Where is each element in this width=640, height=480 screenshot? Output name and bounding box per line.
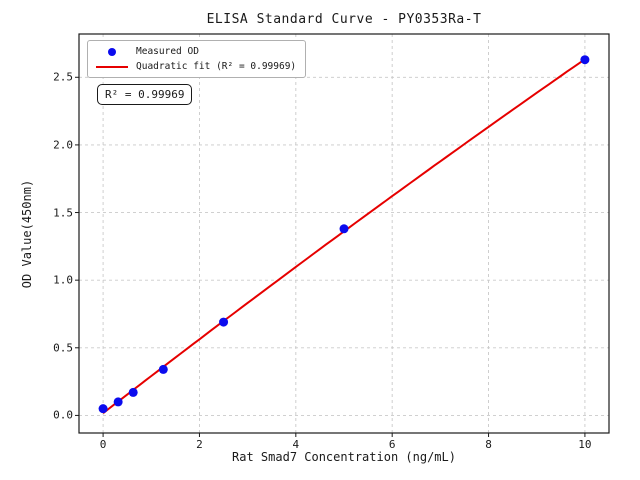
y-tick-label: 1.0 xyxy=(53,273,73,287)
plot-border xyxy=(78,33,610,434)
legend-handle xyxy=(96,65,128,68)
data-point-marker xyxy=(219,317,229,327)
legend-item-measured-od: Measured OD xyxy=(96,46,296,57)
legend-label-quadratic-fit: Quadratic fit (R² = 0.99969) xyxy=(136,61,297,72)
data-point-marker xyxy=(158,364,168,374)
y-tick-label: 2.5 xyxy=(53,70,73,84)
x-axis-label: Rat Smad7 Concentration (ng/mL) xyxy=(232,450,456,464)
x-tick-label: 4 xyxy=(292,438,300,451)
quadratic-fit-line xyxy=(102,58,586,414)
y-tick-label: 1.5 xyxy=(53,206,73,220)
legend-item-quadratic-fit: Quadratic fit (R² = 0.99969) xyxy=(96,61,296,72)
measured-od-marker-icon xyxy=(108,47,116,56)
x-tick-label: 10 xyxy=(578,438,592,451)
legend-handle xyxy=(96,47,128,56)
legend: Measured OD Quadratic fit (R² = 0.99969) xyxy=(87,40,307,78)
x-tick-label: 8 xyxy=(485,438,492,451)
quadratic-fit-marker-icon xyxy=(96,65,128,68)
legend-label-measured-od: Measured OD xyxy=(136,46,199,57)
y-tick-label: 2.0 xyxy=(53,138,73,152)
data-point-marker xyxy=(339,224,349,234)
y-tick-label: 0.0 xyxy=(53,408,73,422)
x-tick-label: 2 xyxy=(196,438,203,451)
data-point-marker xyxy=(580,55,590,65)
r-squared-annotation: R² = 0.99969 xyxy=(97,84,193,105)
data-point-marker xyxy=(113,397,123,407)
data-point-marker xyxy=(128,387,138,397)
y-tick-label: 0.5 xyxy=(53,341,73,355)
data-point-marker xyxy=(98,404,108,414)
chart-title: ELISA Standard Curve - PY0353Ra-T xyxy=(206,12,482,27)
y-axis-label: OD Value(450nm) xyxy=(20,179,34,289)
x-tick-label: 0 xyxy=(99,438,107,451)
x-tick-label: 6 xyxy=(388,438,396,451)
